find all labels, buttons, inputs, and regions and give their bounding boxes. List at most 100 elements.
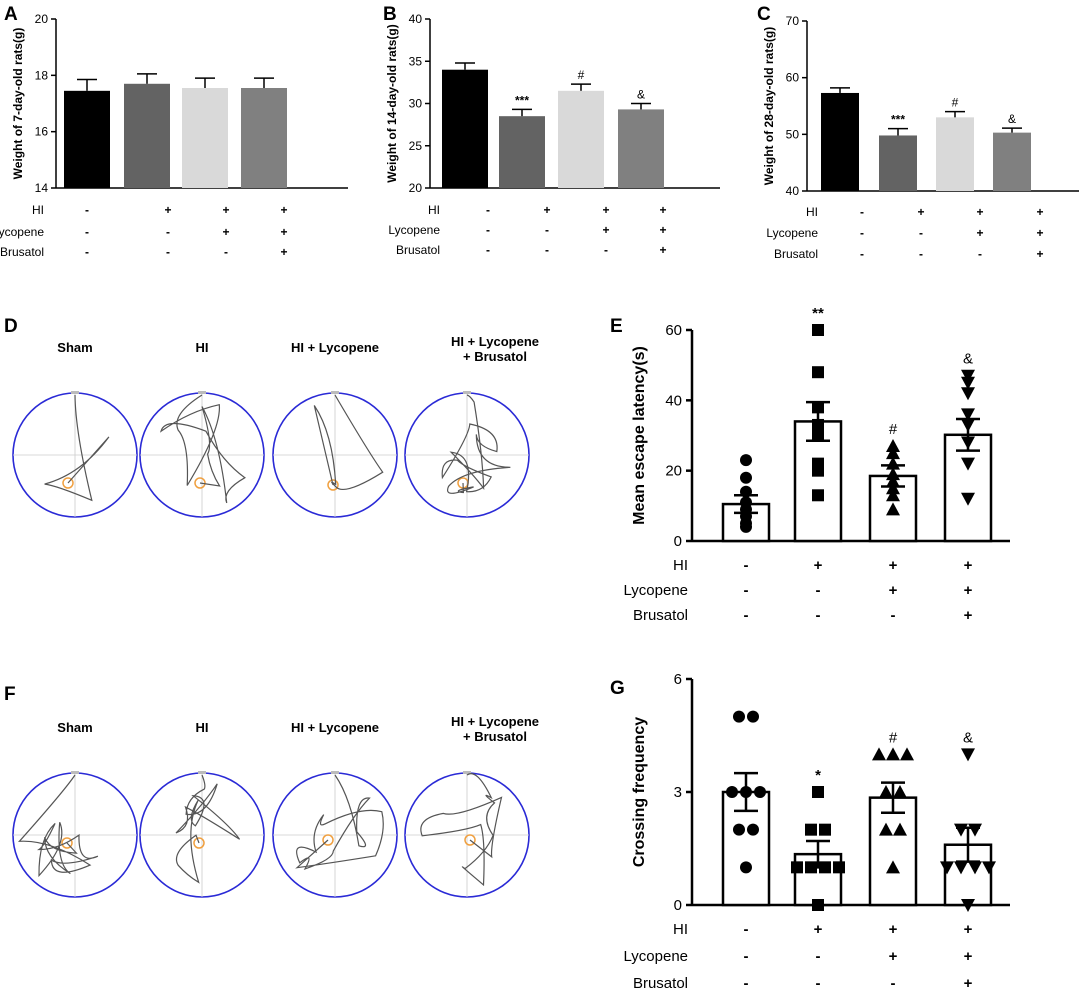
treatment-sign: +: [964, 948, 973, 965]
y-tick-label: 70: [786, 14, 800, 28]
data-point: [886, 474, 900, 488]
data-point: [747, 710, 759, 723]
data-point: [961, 457, 975, 471]
y-tick-label: 30: [409, 97, 423, 111]
y-tick-label: 6: [674, 671, 682, 688]
y-tick-label: 40: [409, 12, 423, 26]
maze-entry: [463, 771, 471, 774]
data-point: [961, 387, 975, 401]
significance-mark: ***: [891, 113, 905, 127]
data-point: [954, 861, 968, 875]
bar: [558, 90, 604, 188]
bar: [936, 117, 974, 191]
treatment-sign: +: [543, 203, 550, 217]
significance-mark: &: [963, 351, 973, 368]
treatment-sign: +: [889, 557, 898, 574]
y-axis-label: Weight of 28-day-old rats(g): [762, 27, 776, 185]
data-point: [740, 861, 752, 874]
maze-entry: [463, 391, 471, 394]
treatment-sign: -: [919, 247, 923, 261]
treatment-label: Brusatol: [0, 245, 44, 259]
treatment-sign: -: [891, 607, 896, 624]
data-point: [886, 502, 900, 516]
data-point: [812, 786, 824, 798]
panel-letter-c: C: [757, 4, 771, 25]
treatment-sign: +: [889, 582, 898, 599]
treatment-sign: +: [964, 975, 973, 992]
maze-platform: [322, 834, 334, 846]
treatment-label: HI: [32, 203, 44, 217]
data-point: [740, 485, 752, 498]
data-point: [812, 324, 824, 336]
treatment-sign: -: [85, 225, 89, 239]
treatment-sign: +: [1036, 247, 1043, 261]
y-axis-label: Weight of 14-day-old rats(g): [385, 24, 399, 182]
escape-latency-swim-paths: Sham HI HI + Lycopene HI + Lycopene+ Brusat…: [12, 334, 539, 518]
data-point: [819, 823, 831, 836]
bar: [241, 88, 287, 188]
swim-path: [44, 394, 110, 502]
data-point: [833, 861, 845, 874]
y-tick-label: 14: [35, 181, 49, 195]
treatment-sign: +: [280, 225, 287, 239]
treatment-label: Brusatol: [396, 243, 440, 257]
data-point: [886, 456, 900, 470]
treatment-sign: +: [976, 205, 983, 219]
treatment-sign: -: [744, 607, 749, 624]
data-point: [726, 786, 738, 798]
treatment-sign: +: [222, 203, 229, 217]
data-point: [812, 429, 824, 442]
significance-mark: #: [889, 729, 898, 746]
y-tick-label: 20: [35, 12, 49, 26]
treatment-sign: +: [222, 225, 229, 239]
data-point: [961, 376, 975, 390]
treatment-sign: -: [224, 245, 228, 259]
swim-path: [420, 773, 503, 887]
data-point: [754, 786, 766, 798]
bar: [124, 83, 170, 188]
data-point: [893, 822, 907, 836]
significance-mark: &: [963, 729, 973, 746]
data-point: [747, 823, 759, 836]
data-point: [812, 899, 824, 911]
maze-entry: [198, 771, 206, 774]
swim-path: [313, 394, 384, 491]
data-point: [886, 446, 900, 460]
weight-7day-chart: 14 16 18 20 Weight of 7-day-old rats(g) HI - + +…: [0, 12, 348, 259]
bar: [943, 433, 993, 543]
treatment-sign: -: [744, 921, 749, 938]
data-point: [886, 481, 900, 495]
treatment-label: HI: [428, 203, 440, 217]
data-point: [812, 418, 824, 431]
data-point: [982, 861, 996, 875]
treatment-sign: +: [964, 607, 973, 624]
y-tick-label: 40: [786, 184, 800, 198]
y-tick-label: 16: [35, 125, 49, 139]
bar: [618, 109, 664, 188]
maze-title: + Brusatol: [463, 729, 527, 744]
data-point: [886, 860, 900, 874]
data-point: [900, 747, 914, 761]
maze-entry: [331, 771, 339, 774]
data-point: [805, 823, 817, 836]
swim-path: [441, 394, 511, 494]
swim-path: [175, 774, 241, 884]
data-point: [879, 822, 893, 836]
maze-title: HI + Lycopene: [291, 340, 379, 355]
treatment-sign: +: [602, 223, 609, 237]
data-point: [740, 786, 752, 798]
treatment-sign: -: [486, 243, 490, 257]
treatment-label: HI: [806, 205, 818, 219]
data-point: [961, 369, 975, 383]
treatment-sign: -: [816, 948, 821, 965]
treatment-sign: +: [280, 203, 287, 217]
swim-path: [17, 774, 99, 878]
y-axis-label: Crossing frequency: [631, 717, 648, 867]
data-point: [791, 861, 803, 874]
data-point: [961, 899, 975, 912]
treatment-sign: -: [860, 226, 864, 240]
treatment-sign: -: [919, 226, 923, 240]
treatment-sign: -: [744, 582, 749, 599]
treatment-sign: -: [744, 557, 749, 574]
treatment-sign: +: [814, 557, 823, 574]
